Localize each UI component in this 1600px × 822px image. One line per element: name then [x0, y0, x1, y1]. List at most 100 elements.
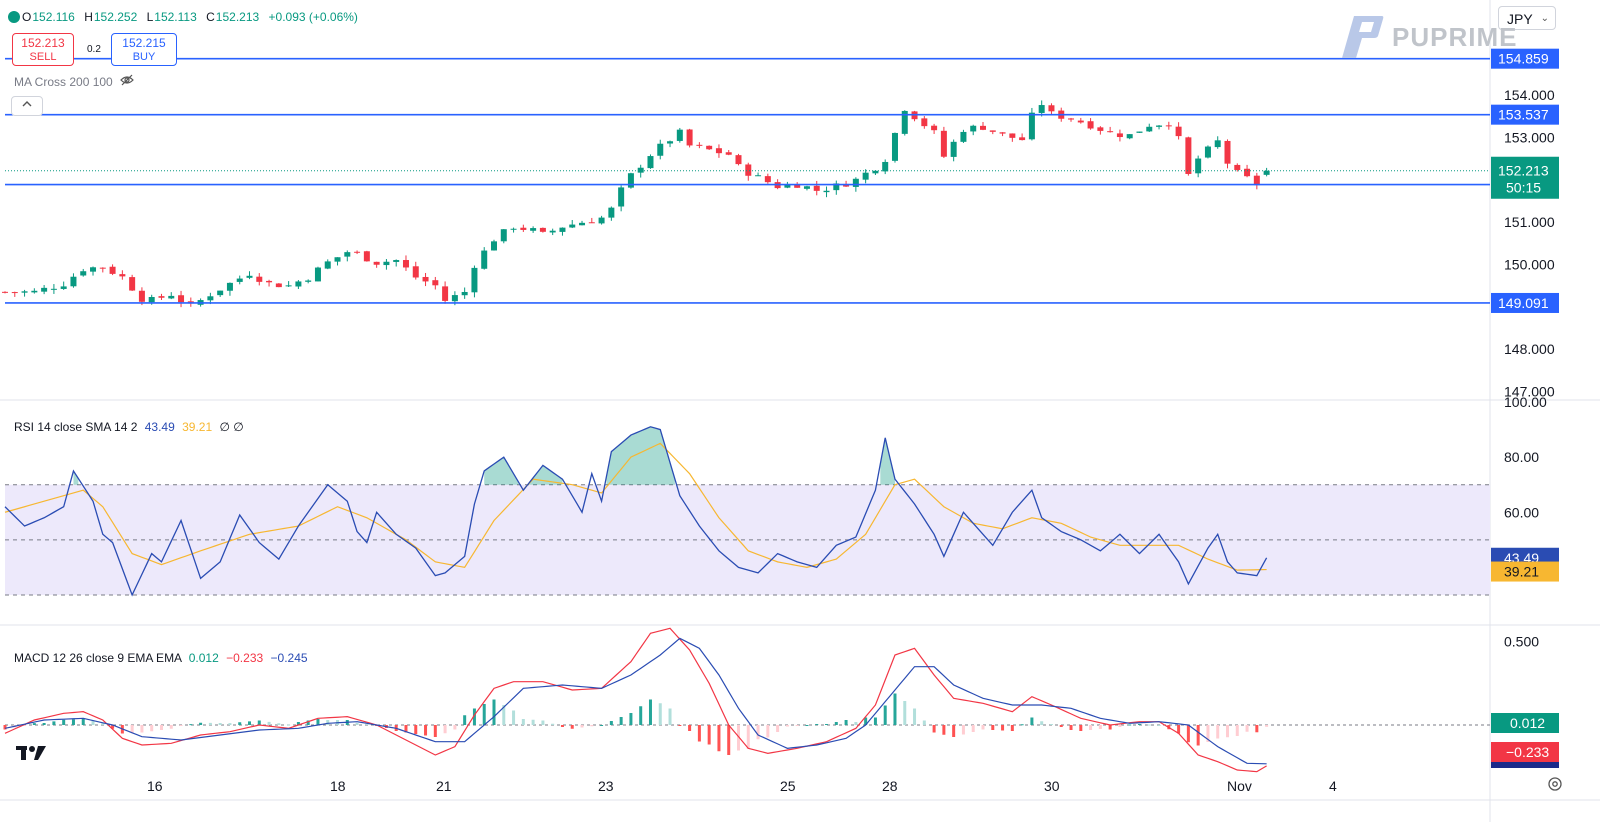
- macd-histogram-bar: [600, 725, 604, 726]
- macd-legend[interactable]: MACD 12 26 close 9 EMA EMA 0.012 −0.233 …: [14, 651, 308, 665]
- macd-histogram-bar: [697, 725, 701, 742]
- rsi-line: [4, 426, 1268, 597]
- macd-line-tag: [1491, 762, 1559, 768]
- macd-histogram-bar: [1098, 725, 1102, 729]
- macd-histogram-bar: [570, 725, 574, 729]
- level-price-label: 154.859: [1498, 51, 1549, 67]
- candle: [500, 229, 507, 242]
- macd-histogram-bar: [893, 693, 897, 725]
- currency-select[interactable]: JPY ⌄: [1498, 6, 1556, 30]
- macd-histogram-bar: [1177, 725, 1181, 734]
- candle: [471, 267, 478, 293]
- macd-histogram-bar: [1226, 725, 1229, 738]
- macd-histogram-bar: [199, 722, 203, 725]
- macd-histogram-bar: [1079, 725, 1083, 731]
- sell-price: 152.213: [21, 36, 65, 50]
- time-tick-label: Nov: [1227, 778, 1252, 794]
- macd-histogram-bar: [1137, 724, 1141, 725]
- candle: [735, 155, 742, 165]
- macd-histogram-bar: [32, 723, 36, 725]
- macd-histogram-bar: [169, 725, 173, 729]
- rsi-sma-value: 39.21: [182, 420, 213, 434]
- rsi-legend[interactable]: RSI 14 close SMA 14 2 43.49 39.21 ∅ ∅: [14, 420, 244, 434]
- candle: [1077, 120, 1084, 123]
- macd-hist-value: 0.012: [188, 651, 219, 665]
- candle: [1028, 112, 1035, 140]
- macd-histogram-bar: [521, 719, 525, 725]
- macd-histogram-bar: [1206, 725, 1210, 742]
- candle: [129, 277, 136, 291]
- candle: [1136, 131, 1143, 133]
- macd-histogram-bar: [1040, 721, 1044, 725]
- candle: [989, 130, 996, 132]
- macd-histogram-bar: [140, 725, 144, 733]
- gear-icon[interactable]: [1547, 776, 1563, 797]
- buy-button[interactable]: 152.215 BUY: [111, 33, 177, 66]
- candle: [432, 280, 439, 286]
- ma-cross-legend[interactable]: MA Cross 200 100: [14, 75, 113, 89]
- macd-name: MACD 12 26 close 9 EMA EMA: [14, 651, 182, 665]
- brand-name: PUPRIME: [1392, 22, 1518, 52]
- candle: [1097, 127, 1104, 131]
- price-tick-label: 151.000: [1504, 214, 1555, 230]
- candle: [1195, 158, 1202, 174]
- macd-histogram-bar: [1245, 725, 1249, 732]
- level-price-tag: [1491, 104, 1559, 125]
- macd-histogram-bar: [913, 708, 917, 725]
- candle: [559, 227, 566, 232]
- macd-hist-tag-label: 0.012: [1510, 715, 1545, 731]
- macd-histogram-bar: [658, 703, 662, 725]
- macd-histogram-bar: [1049, 724, 1053, 725]
- candle: [667, 141, 674, 144]
- rsi-overbought-fill: [880, 437, 895, 485]
- rsi-sma-tag: [1491, 561, 1559, 582]
- rsi-sma-tag-label: 39.21: [1504, 564, 1539, 580]
- macd-histogram-bar: [531, 719, 535, 725]
- macd-histogram-bar: [189, 724, 193, 726]
- time-tick-label: 28: [882, 778, 898, 794]
- macd-histogram-bar: [1265, 725, 1269, 727]
- candle: [217, 290, 224, 296]
- macd-histogram-bar: [717, 725, 721, 752]
- eye-hidden-icon[interactable]: [120, 74, 134, 89]
- macd-histogram-bar: [942, 725, 946, 735]
- macd-histogram-bar: [355, 723, 359, 725]
- candle: [1126, 134, 1133, 139]
- macd-histogram-bar: [1157, 725, 1161, 726]
- macd-histogram-bar: [1128, 724, 1132, 726]
- macd-histogram-bar: [737, 725, 740, 751]
- macd-histogram-bar: [629, 713, 633, 725]
- rsi-extra: ∅ ∅: [219, 420, 244, 434]
- candle: [706, 145, 713, 150]
- price-tick-label: 154.000: [1504, 87, 1555, 103]
- candle: [285, 285, 292, 287]
- candle: [852, 178, 859, 187]
- rsi-sma-line: [4, 442, 1267, 571]
- macd-histogram-bar: [785, 725, 789, 727]
- macd-histogram-bar: [922, 720, 926, 725]
- chevron-up-icon[interactable]: [11, 96, 43, 116]
- sell-button[interactable]: 152.213 SELL: [12, 33, 74, 66]
- candle: [1156, 125, 1163, 127]
- macd-histogram-bar: [81, 719, 85, 725]
- candle: [1175, 126, 1182, 137]
- candle: [882, 161, 889, 172]
- macd-histogram-bar: [62, 719, 66, 725]
- candle: [1214, 140, 1221, 148]
- candle: [402, 260, 409, 268]
- rsi-overbought-fill: [73, 470, 79, 485]
- current-price-tag: [1491, 156, 1559, 199]
- candle: [60, 286, 67, 289]
- low-key: L: [146, 10, 154, 24]
- macd-histogram-bar: [23, 725, 27, 726]
- rsi-tick-label: 100.00: [1504, 394, 1547, 410]
- macd-histogram-bar: [873, 717, 877, 725]
- macd-histogram-bar: [159, 725, 163, 730]
- macd-histogram-bar: [433, 725, 437, 737]
- close-value: 152.213: [215, 10, 260, 24]
- candle: [21, 291, 28, 293]
- macd-histogram-bar: [805, 725, 809, 726]
- macd-histogram-bar: [678, 725, 682, 726]
- candle: [275, 283, 282, 288]
